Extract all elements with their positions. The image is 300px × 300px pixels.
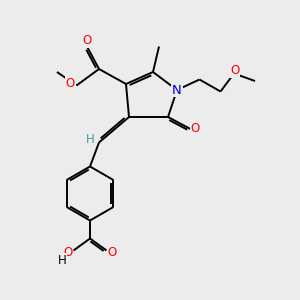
Text: H: H [58,254,67,267]
Text: O: O [82,34,91,47]
Text: N: N [172,83,182,97]
Text: O: O [108,245,117,259]
Text: O: O [63,245,72,259]
Text: O: O [66,77,75,90]
Text: O: O [190,122,200,136]
Text: H: H [86,133,95,146]
Text: O: O [230,64,239,77]
